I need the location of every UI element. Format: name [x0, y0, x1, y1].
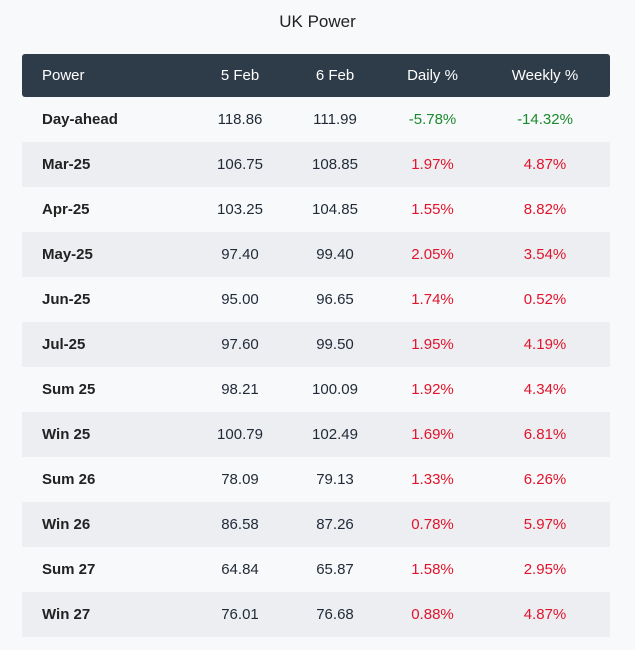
cell-daily-pct: 1.95%: [411, 336, 454, 353]
cell-contract: May-25: [42, 246, 93, 263]
cell-weekly-pct: 4.87%: [523, 156, 567, 173]
cell-5-feb: 86.58: [221, 516, 259, 533]
cell-contract: Sum 25: [42, 381, 96, 398]
cell-6-feb: 108.85: [312, 156, 358, 173]
table-title: UK Power: [279, 12, 356, 31]
table-row: Win 27 76.01 76.68 0.88% 4.87%: [22, 592, 610, 637]
cell-weekly-pct: 5.97%: [523, 516, 567, 533]
cell-daily-pct: 1.58%: [411, 561, 454, 578]
table-row: Sum 25 98.21 100.09 1.92% 4.34%: [22, 367, 610, 412]
table-row: Sum 27 64.84 65.87 1.58% 2.95%: [22, 547, 610, 592]
cell-weekly-pct: 4.87%: [523, 606, 567, 623]
cell-weekly-pct: 6.81%: [523, 426, 567, 443]
cell-weekly-pct: -14.32%: [517, 111, 573, 128]
cell-contract: Jul-25: [42, 336, 86, 353]
table-row: Apr-25 103.25 104.85 1.55% 8.82%: [22, 187, 610, 232]
cell-contract: Apr-25: [42, 201, 90, 218]
table-row: Win 25 100.79 102.49 1.69% 6.81%: [22, 412, 610, 457]
table-row: Mar-25 106.75 108.85 1.97% 4.87%: [22, 142, 610, 187]
cell-contract: Win 27: [42, 606, 91, 623]
cell-daily-pct: 1.33%: [411, 471, 454, 488]
cell-weekly-pct: 6.26%: [523, 471, 567, 488]
cell-contract: Mar-25: [42, 156, 91, 173]
cell-contract: Jun-25: [42, 291, 91, 308]
cell-contract: Day-ahead: [42, 111, 118, 128]
cell-5-feb: 78.09: [221, 471, 259, 488]
cell-6-feb: 96.65: [316, 291, 354, 308]
cell-6-feb: 65.87: [316, 561, 354, 578]
cell-daily-pct: 0.88%: [411, 606, 454, 623]
column-header-weekly-pct: Weekly %: [511, 67, 579, 84]
cell-weekly-pct: 4.34%: [523, 381, 567, 398]
cell-weekly-pct: 4.19%: [523, 336, 567, 353]
column-header-daily-pct: Daily %: [407, 67, 458, 84]
cell-daily-pct: -5.78%: [408, 111, 457, 128]
cell-daily-pct: 1.92%: [411, 381, 454, 398]
table-row: Day-ahead 118.86 111.99 -5.78% -14.32%: [22, 97, 610, 142]
cell-6-feb: 104.85: [312, 201, 358, 218]
cell-5-feb: 103.25: [217, 201, 263, 218]
cell-6-feb: 99.40: [316, 246, 354, 263]
uk-power-table: Power 5 Feb 6 Feb Daily % Weekly % Day-a…: [22, 54, 610, 637]
cell-5-feb: 100.79: [217, 426, 263, 443]
cell-6-feb: 102.49: [312, 426, 358, 443]
cell-weekly-pct: 8.82%: [523, 201, 567, 218]
cell-daily-pct: 0.78%: [411, 516, 454, 533]
cell-daily-pct: 1.69%: [411, 426, 454, 443]
cell-weekly-pct: 0.52%: [523, 291, 567, 308]
cell-5-feb: 106.75: [217, 156, 263, 173]
cell-daily-pct: 1.74%: [411, 291, 454, 308]
cell-6-feb: 87.26: [316, 516, 354, 533]
cell-5-feb: 64.84: [221, 561, 259, 578]
cell-6-feb: 76.68: [316, 606, 354, 623]
column-header-5-feb: 5 Feb: [220, 67, 260, 84]
cell-5-feb: 97.60: [221, 336, 259, 353]
cell-5-feb: 95.00: [221, 291, 259, 308]
column-header-6-feb: 6 Feb: [315, 67, 355, 84]
table-body: Day-ahead 118.86 111.99 -5.78% -14.32% Mar-25…: [22, 97, 610, 637]
cell-6-feb: 100.09: [312, 381, 358, 398]
cell-6-feb: 79.13: [316, 471, 354, 488]
cell-daily-pct: 2.05%: [411, 246, 454, 263]
table-row: Win 26 86.58 87.26 0.78% 5.97%: [22, 502, 610, 547]
table-row: Sum 26 78.09 79.13 1.33% 6.26%: [22, 457, 610, 502]
cell-daily-pct: 1.55%: [411, 201, 454, 218]
cell-6-feb: 99.50: [316, 336, 354, 353]
cell-contract: Sum 26: [42, 471, 96, 488]
cell-5-feb: 76.01: [221, 606, 259, 623]
table-row: Jun-25 95.00 96.65 1.74% 0.52%: [22, 277, 610, 322]
cell-contract: Win 26: [42, 516, 91, 533]
cell-contract: Sum 27: [42, 561, 96, 578]
column-header-power: Power: [42, 67, 85, 84]
table-row: May-25 97.40 99.40 2.05% 3.54%: [22, 232, 610, 277]
cell-weekly-pct: 2.95%: [523, 561, 567, 578]
cell-daily-pct: 1.97%: [411, 156, 454, 173]
cell-5-feb: 98.21: [221, 381, 259, 398]
table-row: Jul-25 97.60 99.50 1.95% 4.19%: [22, 322, 610, 367]
cell-6-feb: 111.99: [313, 111, 357, 128]
cell-weekly-pct: 3.54%: [523, 246, 567, 263]
cell-5-feb: 97.40: [221, 246, 259, 263]
table-header: Power 5 Feb 6 Feb Daily % Weekly %: [22, 54, 610, 97]
cell-5-feb: 118.86: [217, 111, 263, 128]
cell-contract: Win 25: [42, 426, 91, 443]
